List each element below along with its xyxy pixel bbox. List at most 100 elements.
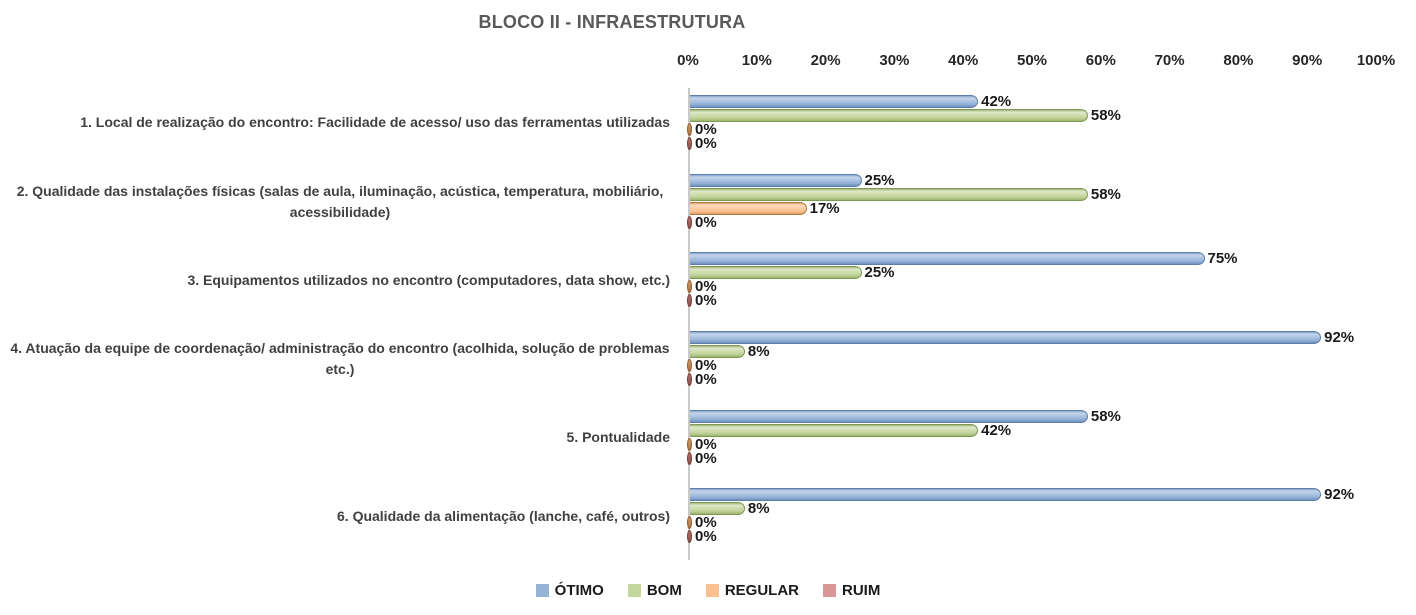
bar-bom	[690, 423, 979, 437]
data-label: 0%	[695, 278, 717, 296]
legend-label: BOM	[646, 582, 682, 599]
category-label: 3. Equipamentos utilizados no encontro (…	[187, 271, 670, 288]
legend-label: ÓTIMO	[554, 582, 604, 599]
axis-tick: 100%	[1356, 52, 1396, 69]
data-label: 0%	[695, 514, 717, 532]
data-label: 25%	[864, 171, 895, 189]
bar-otimo	[690, 488, 1322, 502]
legend: ÓTIMO BOM REGULAR RUIM	[0, 582, 1416, 599]
bar-bom	[690, 345, 745, 359]
data-label: 0%	[695, 121, 717, 138]
bar-line: 0%	[687, 435, 1376, 453]
category-row: 1. Local de realização do encontro: Faci…	[0, 88, 688, 167]
axis-tick: 90%	[1292, 52, 1323, 69]
bar-group: 92% 8% 0% 0%	[687, 324, 1376, 403]
bar-line: 92%	[690, 329, 1376, 347]
bar-line: 8%	[690, 343, 1376, 361]
axis-tick: 0%	[677, 52, 699, 69]
bar-line: 25%	[690, 265, 1376, 280]
data-label: 92%	[1324, 486, 1355, 504]
data-label: 0%	[695, 357, 717, 375]
data-label: 75%	[1207, 250, 1238, 268]
data-label: 42%	[981, 421, 1012, 439]
category-row: 6. Qualidade da alimentação (lanche, caf…	[0, 481, 688, 560]
bar-line: 0%	[687, 292, 1376, 310]
bar-line: 58%	[690, 185, 1376, 203]
bar-otimo	[690, 173, 862, 187]
category-label: 2. Qualidade das instalações físicas (sa…	[16, 182, 664, 220]
axis-tick: 30%	[879, 52, 910, 69]
bar-bom	[690, 187, 1088, 201]
data-label: 0%	[695, 371, 717, 389]
bar-ruim	[687, 373, 692, 387]
axis-tick: 60%	[1085, 52, 1116, 69]
bar-line: 75%	[690, 250, 1376, 268]
bar-line: 0%	[687, 514, 1376, 532]
category-row: 5. Pontualidade	[0, 403, 688, 482]
bar-regular	[687, 280, 692, 294]
bar-line: 0%	[687, 135, 1376, 152]
data-label: 0%	[695, 292, 717, 310]
category-labels: 1. Local de realização do encontro: Faci…	[0, 88, 688, 560]
legend-swatch-otimo	[535, 584, 549, 597]
bar-line: 0%	[687, 449, 1376, 467]
category-label: 6. Qualidade da alimentação (lanche, caf…	[337, 507, 670, 524]
bar-line: 58%	[690, 107, 1376, 124]
data-label: 0%	[695, 449, 717, 467]
chart-title: BLOCO II - INFRAESTRUTURA	[478, 12, 746, 32]
data-label: 17%	[809, 199, 840, 217]
bar-line: 8%	[690, 501, 1376, 516]
category-row: 3. Equipamentos utilizados no encontro (…	[0, 245, 688, 324]
bar-bom	[690, 266, 862, 280]
bar-group: 58% 42% 0% 0%	[687, 403, 1376, 482]
data-label: 58%	[1090, 185, 1121, 203]
data-label: 58%	[1090, 107, 1121, 124]
bar-group: 92% 8% 0% 0%	[687, 481, 1376, 560]
bar-regular	[687, 516, 692, 530]
bar-bom	[690, 109, 1088, 122]
axis-tick: 20%	[810, 52, 841, 69]
legend-swatch-bom	[627, 584, 641, 597]
category-row: 4. Atuação da equipe de coordenação/ adm…	[0, 324, 688, 403]
bar-otimo	[690, 331, 1322, 345]
bar-line: 0%	[687, 528, 1376, 546]
bar-regular	[687, 123, 692, 136]
bar-line: 17%	[690, 199, 1376, 217]
bar-ruim	[687, 137, 692, 150]
bar-group: 75% 25% 0% 0%	[687, 245, 1376, 324]
data-label: 0%	[695, 213, 717, 231]
bar-rows: 42% 58% 0% 0% 25% 58% 17% 0% 75% 25% 0% 0% 92% 8% 0% 0%…	[687, 88, 1376, 560]
data-label: 58%	[1090, 407, 1121, 425]
legend-swatch-regular	[705, 584, 719, 597]
bar-ruim	[687, 294, 692, 308]
bar-line: 42%	[690, 421, 1376, 439]
axis-tick: 10%	[741, 52, 772, 69]
legend-label: REGULAR	[724, 582, 799, 599]
bar-line: 0%	[687, 357, 1376, 375]
bar-group: 42% 58% 0% 0%	[687, 88, 1376, 167]
bar-bom	[690, 502, 745, 516]
bar-line: 25%	[690, 171, 1376, 189]
bar-group: 25% 58% 17% 0%	[687, 167, 1376, 246]
data-label: 0%	[695, 435, 717, 453]
data-label: 8%	[747, 343, 770, 361]
data-label: 0%	[695, 135, 717, 152]
legend-item-ruim: RUIM	[823, 582, 880, 599]
legend-item-otimo: ÓTIMO	[535, 582, 604, 599]
bar-regular	[690, 201, 807, 215]
category-label: 1. Local de realização do encontro: Faci…	[80, 114, 670, 131]
x-axis-ticks: 0% 10% 20% 30% 40% 50% 60% 70% 80% 90% 100%	[677, 52, 1395, 70]
axis-tick: 70%	[1154, 52, 1185, 69]
bar-line: 0%	[687, 213, 1376, 231]
data-label: 42%	[981, 93, 1012, 110]
plot-area: 42% 58% 0% 0% 25% 58% 17% 0% 75% 25% 0% 0% 92% 8% 0% 0%…	[687, 88, 1376, 560]
legend-label: RUIM	[842, 582, 881, 599]
bar-line: 0%	[687, 278, 1376, 296]
category-label: 5. Pontualidade	[566, 429, 670, 446]
category-row: 2. Qualidade das instalações físicas (sa…	[0, 167, 688, 246]
bar-ruim	[687, 451, 692, 465]
bar-regular	[687, 359, 692, 373]
data-label: 92%	[1324, 329, 1355, 347]
data-label: 0%	[695, 528, 717, 546]
